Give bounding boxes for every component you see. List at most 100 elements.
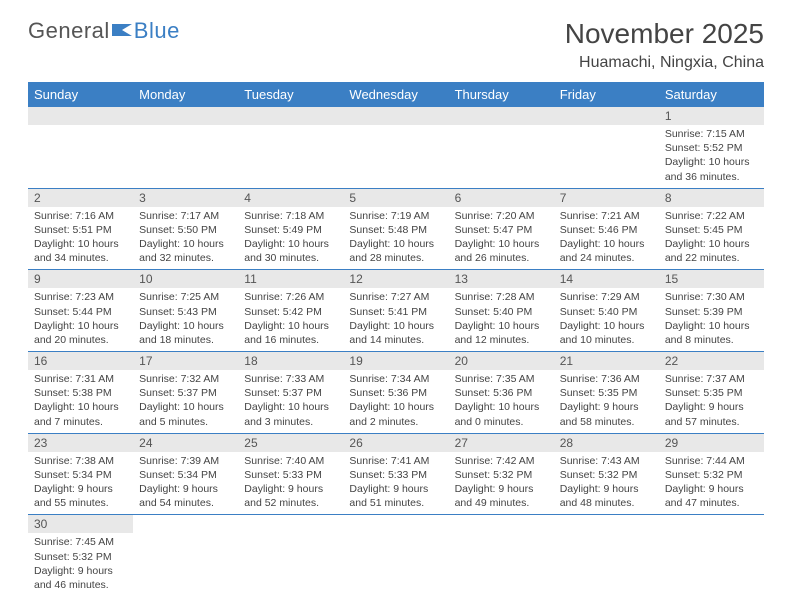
calendar-empty xyxy=(554,515,659,596)
empty-daynum xyxy=(449,107,554,125)
weekday-header: Saturday xyxy=(659,82,764,107)
weekday-header: Tuesday xyxy=(238,82,343,107)
calendar-row: 23Sunrise: 7:38 AMSunset: 5:34 PMDayligh… xyxy=(28,433,764,515)
calendar-day: 10Sunrise: 7:25 AMSunset: 5:43 PMDayligh… xyxy=(133,270,238,352)
day-details: Sunrise: 7:19 AMSunset: 5:48 PMDaylight:… xyxy=(343,207,448,270)
calendar-day: 26Sunrise: 7:41 AMSunset: 5:33 PMDayligh… xyxy=(343,433,448,515)
day-number: 6 xyxy=(449,189,554,207)
day-details: Sunrise: 7:38 AMSunset: 5:34 PMDaylight:… xyxy=(28,452,133,515)
calendar-empty xyxy=(238,515,343,596)
calendar-row: 2Sunrise: 7:16 AMSunset: 5:51 PMDaylight… xyxy=(28,188,764,270)
weekday-header-row: SundayMondayTuesdayWednesdayThursdayFrid… xyxy=(28,82,764,107)
day-number: 3 xyxy=(133,189,238,207)
weekday-header: Friday xyxy=(554,82,659,107)
empty-daynum xyxy=(133,107,238,125)
calendar-day: 4Sunrise: 7:18 AMSunset: 5:49 PMDaylight… xyxy=(238,188,343,270)
calendar-day: 14Sunrise: 7:29 AMSunset: 5:40 PMDayligh… xyxy=(554,270,659,352)
calendar-day: 7Sunrise: 7:21 AMSunset: 5:46 PMDaylight… xyxy=(554,188,659,270)
calendar-day: 15Sunrise: 7:30 AMSunset: 5:39 PMDayligh… xyxy=(659,270,764,352)
day-number: 25 xyxy=(238,434,343,452)
calendar-day: 23Sunrise: 7:38 AMSunset: 5:34 PMDayligh… xyxy=(28,433,133,515)
day-number: 5 xyxy=(343,189,448,207)
day-details: Sunrise: 7:31 AMSunset: 5:38 PMDaylight:… xyxy=(28,370,133,433)
day-details: Sunrise: 7:27 AMSunset: 5:41 PMDaylight:… xyxy=(343,288,448,351)
day-number: 7 xyxy=(554,189,659,207)
calendar-empty xyxy=(343,107,448,188)
day-details: Sunrise: 7:40 AMSunset: 5:33 PMDaylight:… xyxy=(238,452,343,515)
day-number: 22 xyxy=(659,352,764,370)
day-number: 23 xyxy=(28,434,133,452)
calendar-day: 12Sunrise: 7:27 AMSunset: 5:41 PMDayligh… xyxy=(343,270,448,352)
day-details: Sunrise: 7:25 AMSunset: 5:43 PMDaylight:… xyxy=(133,288,238,351)
calendar-day: 2Sunrise: 7:16 AMSunset: 5:51 PMDaylight… xyxy=(28,188,133,270)
day-details: Sunrise: 7:37 AMSunset: 5:35 PMDaylight:… xyxy=(659,370,764,433)
day-details: Sunrise: 7:35 AMSunset: 5:36 PMDaylight:… xyxy=(449,370,554,433)
calendar-day: 11Sunrise: 7:26 AMSunset: 5:42 PMDayligh… xyxy=(238,270,343,352)
calendar-empty xyxy=(133,515,238,596)
day-details: Sunrise: 7:44 AMSunset: 5:32 PMDaylight:… xyxy=(659,452,764,515)
logo-text-general: General xyxy=(28,18,110,44)
day-details: Sunrise: 7:26 AMSunset: 5:42 PMDaylight:… xyxy=(238,288,343,351)
day-details: Sunrise: 7:41 AMSunset: 5:33 PMDaylight:… xyxy=(343,452,448,515)
day-number: 12 xyxy=(343,270,448,288)
day-details: Sunrise: 7:28 AMSunset: 5:40 PMDaylight:… xyxy=(449,288,554,351)
day-number: 21 xyxy=(554,352,659,370)
day-number: 14 xyxy=(554,270,659,288)
day-number: 18 xyxy=(238,352,343,370)
calendar-day: 13Sunrise: 7:28 AMSunset: 5:40 PMDayligh… xyxy=(449,270,554,352)
flag-icon xyxy=(112,18,134,44)
calendar-day: 6Sunrise: 7:20 AMSunset: 5:47 PMDaylight… xyxy=(449,188,554,270)
day-number: 15 xyxy=(659,270,764,288)
calendar-day: 28Sunrise: 7:43 AMSunset: 5:32 PMDayligh… xyxy=(554,433,659,515)
day-number: 1 xyxy=(659,107,764,125)
calendar-empty xyxy=(449,515,554,596)
calendar-row: 1Sunrise: 7:15 AMSunset: 5:52 PMDaylight… xyxy=(28,107,764,188)
calendar-empty xyxy=(28,107,133,188)
calendar-day: 1Sunrise: 7:15 AMSunset: 5:52 PMDaylight… xyxy=(659,107,764,188)
day-details: Sunrise: 7:17 AMSunset: 5:50 PMDaylight:… xyxy=(133,207,238,270)
day-number: 29 xyxy=(659,434,764,452)
calendar-empty xyxy=(238,107,343,188)
calendar-day: 16Sunrise: 7:31 AMSunset: 5:38 PMDayligh… xyxy=(28,352,133,434)
calendar-empty xyxy=(133,107,238,188)
day-details: Sunrise: 7:22 AMSunset: 5:45 PMDaylight:… xyxy=(659,207,764,270)
weekday-header: Monday xyxy=(133,82,238,107)
day-details: Sunrise: 7:45 AMSunset: 5:32 PMDaylight:… xyxy=(28,533,133,596)
calendar-day: 21Sunrise: 7:36 AMSunset: 5:35 PMDayligh… xyxy=(554,352,659,434)
weekday-header: Wednesday xyxy=(343,82,448,107)
day-number: 28 xyxy=(554,434,659,452)
day-number: 24 xyxy=(133,434,238,452)
day-number: 26 xyxy=(343,434,448,452)
empty-daynum xyxy=(343,107,448,125)
day-number: 8 xyxy=(659,189,764,207)
day-details: Sunrise: 7:20 AMSunset: 5:47 PMDaylight:… xyxy=(449,207,554,270)
day-number: 19 xyxy=(343,352,448,370)
day-details: Sunrise: 7:36 AMSunset: 5:35 PMDaylight:… xyxy=(554,370,659,433)
calendar-day: 5Sunrise: 7:19 AMSunset: 5:48 PMDaylight… xyxy=(343,188,448,270)
day-details: Sunrise: 7:42 AMSunset: 5:32 PMDaylight:… xyxy=(449,452,554,515)
calendar-day: 18Sunrise: 7:33 AMSunset: 5:37 PMDayligh… xyxy=(238,352,343,434)
calendar-row: 30Sunrise: 7:45 AMSunset: 5:32 PMDayligh… xyxy=(28,515,764,596)
day-number: 10 xyxy=(133,270,238,288)
day-details: Sunrise: 7:39 AMSunset: 5:34 PMDaylight:… xyxy=(133,452,238,515)
month-title: November 2025 xyxy=(565,18,764,50)
day-details: Sunrise: 7:15 AMSunset: 5:52 PMDaylight:… xyxy=(659,125,764,188)
day-number: 13 xyxy=(449,270,554,288)
calendar-day: 25Sunrise: 7:40 AMSunset: 5:33 PMDayligh… xyxy=(238,433,343,515)
day-number: 4 xyxy=(238,189,343,207)
weekday-header: Sunday xyxy=(28,82,133,107)
title-block: November 2025 Huamachi, Ningxia, China xyxy=(565,18,764,72)
calendar-empty xyxy=(449,107,554,188)
day-number: 27 xyxy=(449,434,554,452)
day-number: 20 xyxy=(449,352,554,370)
calendar-empty xyxy=(659,515,764,596)
calendar-table: SundayMondayTuesdayWednesdayThursdayFrid… xyxy=(28,82,764,596)
calendar-day: 17Sunrise: 7:32 AMSunset: 5:37 PMDayligh… xyxy=(133,352,238,434)
calendar-day: 8Sunrise: 7:22 AMSunset: 5:45 PMDaylight… xyxy=(659,188,764,270)
calendar-day: 19Sunrise: 7:34 AMSunset: 5:36 PMDayligh… xyxy=(343,352,448,434)
day-number: 30 xyxy=(28,515,133,533)
calendar-row: 16Sunrise: 7:31 AMSunset: 5:38 PMDayligh… xyxy=(28,352,764,434)
day-details: Sunrise: 7:30 AMSunset: 5:39 PMDaylight:… xyxy=(659,288,764,351)
calendar-empty xyxy=(554,107,659,188)
day-number: 16 xyxy=(28,352,133,370)
